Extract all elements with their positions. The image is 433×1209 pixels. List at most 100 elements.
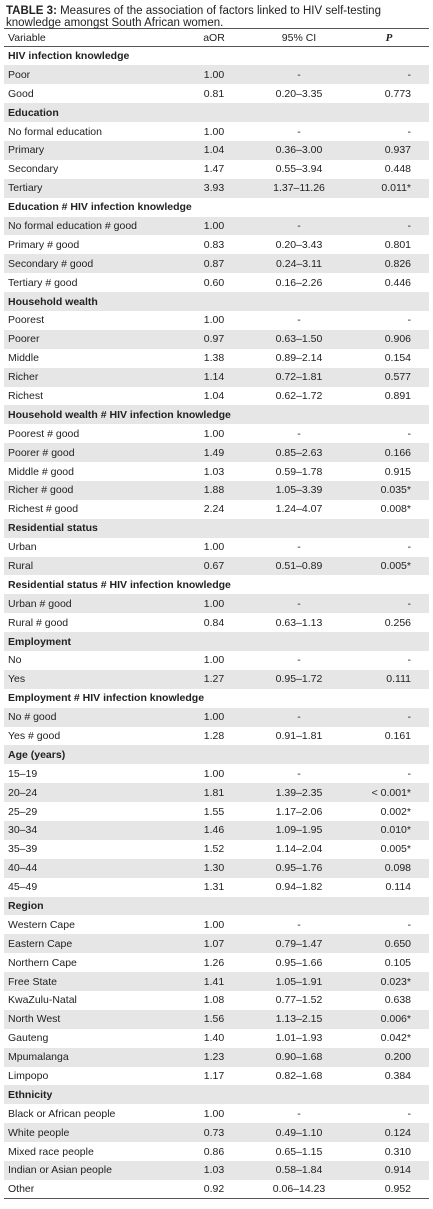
cell-aor: 1.07 [179,934,249,954]
cell-ci: 0.62–1.72 [275,389,323,402]
cell-variable: Rural [4,556,179,576]
cell-aor: 1.56 [179,1009,249,1029]
cell-variable: Yes # good [8,730,61,742]
cell-variable: Middle [8,352,39,365]
cell-p: 0.114 [385,881,412,894]
cell-aor: 3.93 [179,178,249,198]
cell-aor: 1.52 [203,843,225,856]
cell-p: 0.256 [384,616,411,629]
section-title: Employment # HIV infection knowledge [8,692,205,705]
cell-ci: 1.01–1.93 [275,1032,323,1045]
cell-variable: White people [4,1123,179,1143]
cell-variable: Richest [8,389,44,402]
table-row: 40–44 1.30 0.95–1.76 0.098 [4,858,429,878]
table-row: Yes # good 1.28 0.91–1.81 0.161 [4,727,429,746]
cell-aor: 0.86 [203,1145,225,1158]
cell-p: 0.801 [384,238,411,251]
header-p: P [349,28,429,47]
cell-ci: 0.59–1.78 [275,465,323,478]
cell-variable: Free State [4,972,179,992]
cell-variable: Richer # good [4,480,179,500]
cell-aor: 1.81 [179,783,249,803]
cell-aor: 1.40 [203,1032,225,1045]
cell-aor: 1.03 [203,465,225,478]
table-row: Limpopo 1.17 0.82–1.68 0.384 [4,1067,429,1086]
cell-aor: 1.47 [203,163,225,176]
cell-ci: 0.95–1.72 [249,669,349,689]
cell-variable: Gauteng [8,1032,49,1045]
cell-variable: No formal education [8,125,102,138]
cell-variable: Other [4,1179,179,1200]
section-header-row: Education # HIV infection knowledge [4,198,429,217]
results-table: Variable aOR 95% CI P HIV infection know… [4,28,429,1200]
table-row: Poorest 1.00 - - [4,311,429,330]
cell-aor: 1.26 [203,956,225,969]
cell-ci: - [297,314,301,327]
table-row: Richer 1.14 0.72–1.81 0.577 [4,367,429,387]
table-row: Free State 1.41 1.05–1.91 0.023* [4,972,429,992]
cell-variable: Yes [4,669,179,689]
cell-variable: Secondary [8,163,59,176]
cell-p: 0.005* [349,556,429,576]
table-row: Richest 1.04 0.62–1.72 0.891 [4,387,429,406]
cell-ci: - [249,65,349,85]
cell-p: 0.023* [349,972,429,992]
section-header-row: Age (years) [4,745,429,765]
table-row: Primary # good 0.83 0.20–3.43 0.801 [4,235,429,254]
table-row: Middle 1.38 0.89–2.14 0.154 [4,349,429,368]
section-title: Household wealth [4,292,429,311]
header-ci: 95% CI [249,28,349,47]
cell-aor: 1.31 [203,881,225,894]
cell-p: 0.111 [349,669,429,689]
header-row: Variable aOR 95% CI P [4,28,429,47]
cell-ci: 0.72–1.81 [249,367,349,387]
cell-p: 0.638 [384,994,411,1007]
section-header-row: HIV infection knowledge [4,47,429,66]
section-header-row: Ethnicity [4,1085,429,1105]
cell-variable: 40–44 [4,858,179,878]
cell-ci: - [297,541,301,554]
table-row: Good 0.81 0.20–3.35 0.773 [4,84,429,103]
table-row: Urban # good 1.00- - [4,594,429,614]
cell-aor: 1.30 [179,858,249,878]
cell-aor: 1.08 [203,994,225,1007]
table-row: Poor 1.00- - [4,65,429,85]
cell-variable: 25–29 [8,805,38,818]
table-row: Tertiary 3.93 1.37–11.26 0.011* [4,178,429,198]
cell-p: - [407,918,412,931]
cell-variable: Black or African people [8,1107,116,1120]
cell-p: - [407,314,412,327]
cell-aor: 1.04 [203,389,225,402]
cell-ci: 0.51–0.89 [249,556,349,576]
cell-ci: 0.95–1.76 [249,858,349,878]
table-row: No 1.00 - - [4,651,429,670]
cell-aor: 1.49 [179,443,249,463]
cell-variable: Rural # good [8,616,69,629]
section-header-row: Employment [4,632,429,651]
cell-variable: Western Cape [8,918,75,931]
cell-ci: 0.77–1.52 [275,994,323,1007]
cell-aor: 0.73 [179,1123,249,1143]
cell-aor: 1.00 [203,427,225,440]
cell-variable: Primary # good [8,238,80,251]
table-row: Middle # good 1.03 0.59–1.78 0.915 [4,462,429,481]
table-row: No formal education # good 1.00- - [4,216,429,236]
cell-aor: 0.60 [203,276,225,289]
cell-p: 0.042* [380,1032,411,1045]
cell-p: 0.446 [384,276,411,289]
table-row: Rural # good 0.84 0.63–1.13 0.256 [4,613,429,632]
cell-ci: - [297,767,301,780]
cell-variable: Mpumalanga [4,1047,179,1067]
cell-p: 0.773 [384,87,411,100]
cell-aor: 1.17 [203,1070,225,1083]
table-row: Western Cape 1.00 - - [4,915,429,934]
cell-ci: 1.17–2.06 [275,805,323,818]
section-header-row: Household wealth [4,292,429,311]
table-row: Mpumalanga 1.23 0.90–1.68 0.200 [4,1047,429,1067]
cell-ci: 0.85–2.63 [249,443,349,463]
cell-variable: Good [8,87,34,100]
section-title: HIV infection knowledge [8,50,130,63]
cell-p: 0.200 [349,1047,429,1067]
cell-p: 0.650 [349,934,429,954]
table-row: 15–19 1.00 - - [4,764,429,783]
